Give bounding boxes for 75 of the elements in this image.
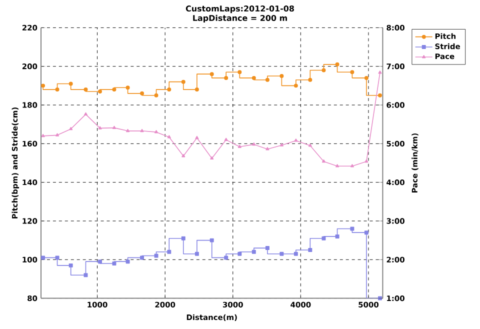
point [308,78,312,82]
point [210,238,214,242]
point [98,260,102,264]
point [350,226,354,231]
point [252,142,256,146]
point [238,252,242,256]
point [69,126,73,130]
point [322,236,326,240]
point [126,86,130,90]
point [280,74,284,78]
point [140,256,144,260]
point [378,70,382,74]
point [238,70,242,74]
point [294,84,298,88]
point [265,78,270,82]
point [182,154,186,158]
point [364,230,368,235]
point [322,68,326,72]
point [41,134,45,138]
point [350,164,354,168]
point [224,138,228,141]
point [336,164,340,168]
point [98,126,102,130]
point [84,273,88,278]
point [266,147,270,150]
point [224,76,228,80]
point [55,88,60,92]
point [194,88,199,92]
point [154,93,158,98]
point [126,128,130,132]
point [252,250,256,254]
point [68,263,73,268]
point [308,248,312,252]
point [140,91,144,96]
point [308,144,312,147]
point [294,252,298,256]
point [181,80,186,84]
point [238,144,242,148]
point [294,138,298,142]
point [98,89,102,94]
point [265,246,270,250]
point [41,256,46,260]
point [84,112,88,116]
point [167,135,171,138]
point [140,128,144,132]
point [68,82,73,86]
point [154,254,158,258]
point [335,62,340,66]
point [55,256,60,260]
point [322,159,326,163]
point [112,126,116,130]
point [167,88,172,92]
point [84,88,88,92]
point [112,88,116,92]
point [210,156,214,160]
point [335,234,340,238]
point [364,159,368,163]
point [378,296,382,300]
point [41,84,46,88]
point [280,252,284,256]
point [350,70,354,74]
point [364,76,368,80]
point [112,262,116,266]
point [167,250,172,254]
point [181,236,186,240]
point [194,252,199,256]
point [126,260,130,264]
point [280,143,284,146]
point [55,133,60,136]
point [154,130,158,134]
point [224,256,228,260]
point [195,136,199,140]
point [210,72,214,76]
point [378,93,382,98]
point [252,76,256,80]
